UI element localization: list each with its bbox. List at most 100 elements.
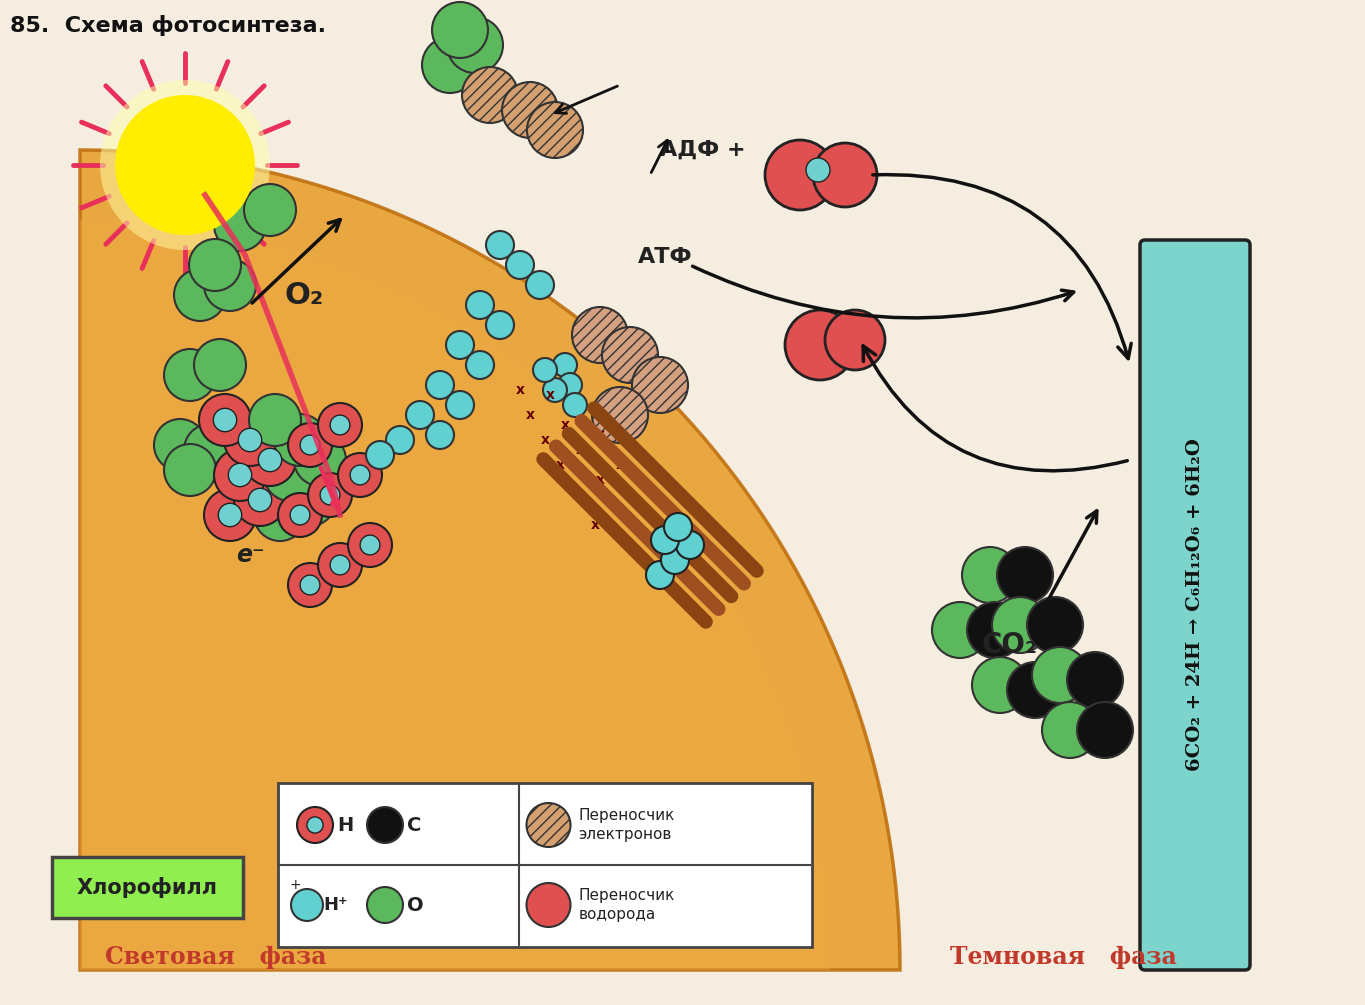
Circle shape (318, 543, 362, 587)
Circle shape (562, 393, 587, 417)
Circle shape (651, 526, 678, 554)
Text: Хлорофилл: Хлорофилл (76, 877, 218, 898)
Circle shape (572, 307, 628, 363)
Circle shape (785, 310, 854, 380)
Text: x: x (595, 428, 605, 442)
Circle shape (214, 449, 266, 501)
Text: Световая   фаза: Световая фаза (105, 945, 326, 969)
FancyBboxPatch shape (1140, 240, 1250, 970)
Circle shape (465, 291, 494, 319)
Text: O₂: O₂ (285, 280, 325, 310)
Text: x: x (595, 473, 605, 487)
Circle shape (218, 504, 242, 527)
Circle shape (506, 251, 534, 279)
Circle shape (972, 657, 1028, 713)
Circle shape (764, 140, 835, 210)
Circle shape (553, 353, 577, 377)
Circle shape (966, 602, 1022, 658)
Circle shape (224, 414, 276, 466)
Circle shape (465, 351, 494, 379)
Circle shape (805, 158, 830, 182)
Circle shape (1032, 647, 1088, 704)
Circle shape (367, 807, 403, 843)
Circle shape (814, 143, 876, 207)
Circle shape (532, 358, 557, 382)
Text: 85.  Схема фотосинтеза.: 85. Схема фотосинтеза. (10, 14, 326, 35)
Circle shape (307, 817, 324, 833)
Text: x: x (591, 518, 599, 532)
Circle shape (321, 485, 340, 505)
Circle shape (263, 449, 317, 501)
Circle shape (154, 419, 206, 471)
Circle shape (248, 394, 302, 446)
Text: H: H (337, 815, 354, 834)
Circle shape (486, 231, 515, 259)
Text: x: x (576, 488, 584, 502)
Circle shape (386, 426, 414, 454)
Circle shape (426, 421, 455, 449)
Circle shape (446, 17, 502, 73)
Circle shape (318, 403, 362, 447)
Circle shape (426, 371, 455, 399)
Text: CO₂: CO₂ (981, 631, 1037, 659)
Circle shape (244, 184, 296, 236)
Circle shape (405, 401, 434, 429)
Circle shape (291, 889, 324, 921)
Circle shape (228, 463, 251, 486)
Circle shape (592, 387, 648, 443)
Circle shape (446, 331, 474, 359)
Polygon shape (81, 220, 830, 970)
Text: x: x (541, 433, 550, 447)
Circle shape (1007, 662, 1063, 718)
Text: 6CO₂ + 24H → C₆H₁₂O₆ + 6H₂O: 6CO₂ + 24H → C₆H₁₂O₆ + 6H₂O (1186, 438, 1204, 772)
Circle shape (188, 239, 242, 291)
Circle shape (486, 311, 515, 339)
Polygon shape (81, 150, 900, 970)
Circle shape (203, 259, 257, 311)
Circle shape (526, 271, 554, 299)
Circle shape (278, 493, 322, 537)
Text: +: + (289, 878, 300, 892)
Text: Темновая   фаза: Темновая фаза (950, 945, 1177, 969)
Text: x: x (546, 388, 554, 402)
Circle shape (527, 803, 571, 847)
FancyBboxPatch shape (52, 857, 243, 918)
Circle shape (646, 561, 674, 589)
Circle shape (446, 391, 474, 419)
Circle shape (996, 547, 1052, 603)
Circle shape (291, 506, 310, 525)
Circle shape (543, 378, 566, 402)
Circle shape (244, 434, 296, 486)
Circle shape (558, 373, 581, 397)
Circle shape (676, 531, 704, 559)
Circle shape (100, 80, 270, 250)
Circle shape (1026, 597, 1082, 653)
Circle shape (992, 597, 1048, 653)
Circle shape (288, 563, 332, 607)
Circle shape (1077, 702, 1133, 758)
Circle shape (203, 489, 257, 541)
Circle shape (932, 602, 988, 658)
Circle shape (527, 883, 571, 927)
Circle shape (330, 555, 349, 575)
Text: Переносчик
электронов: Переносчик электронов (579, 808, 674, 842)
Circle shape (254, 489, 306, 541)
Circle shape (962, 547, 1018, 603)
Circle shape (258, 448, 281, 471)
Text: АТФ: АТФ (637, 247, 692, 267)
Text: e⁻: e⁻ (236, 543, 265, 567)
Circle shape (367, 887, 403, 923)
Circle shape (339, 453, 382, 497)
Text: Переносчик
водорода: Переносчик водорода (579, 888, 674, 922)
Text: x: x (561, 418, 569, 432)
Circle shape (431, 2, 489, 58)
Circle shape (422, 37, 478, 93)
Circle shape (293, 434, 345, 486)
Circle shape (632, 357, 688, 413)
Circle shape (284, 474, 336, 526)
Circle shape (461, 67, 517, 123)
Circle shape (184, 424, 236, 476)
Circle shape (602, 327, 658, 383)
Circle shape (213, 408, 236, 432)
Circle shape (527, 102, 583, 158)
